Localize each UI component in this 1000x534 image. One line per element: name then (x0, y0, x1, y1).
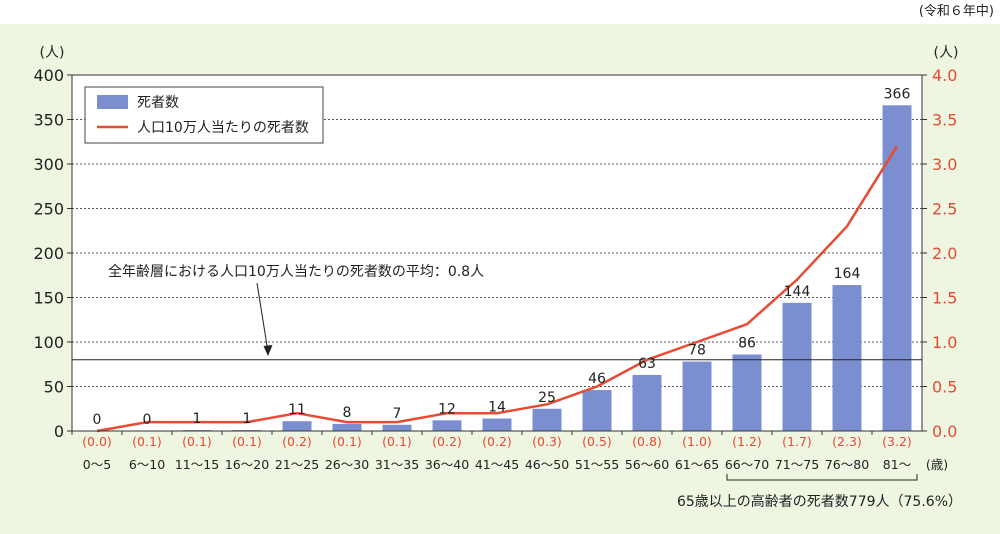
elderly-bracket (726, 474, 918, 481)
left-tick-label: 0 (54, 422, 64, 441)
rate-label: (0.1) (332, 434, 362, 449)
elderly-bracket-label: 65歳以上の高齢者の死者数779人（75.6%） (677, 493, 962, 510)
x-category-label: 76～80 (825, 457, 869, 472)
rate-line (96, 145, 899, 433)
average-pointer (256, 282, 269, 353)
rate-label: (1.7) (782, 434, 812, 449)
right-tick-label: 3.5 (932, 111, 957, 130)
x-category-label: 21～25 (275, 457, 319, 472)
x-category-label: 36～40 (425, 457, 469, 472)
bar-41～45 (482, 418, 512, 431)
bar-51～55 (582, 390, 612, 431)
x-category-label: 31～35 (375, 457, 419, 472)
bar-value-label: 164 (834, 266, 861, 282)
x-category-label: 0～5 (83, 457, 111, 472)
x-category-label: 71～75 (775, 457, 819, 472)
rate-label: (2.3) (832, 434, 862, 449)
right-tick-label: 3.0 (932, 155, 957, 174)
right-tick-label: 1.5 (932, 289, 957, 308)
bar-value-label: 0 (143, 412, 152, 428)
bar-value-label: 1 (193, 411, 202, 427)
rate-label: (0.8) (632, 434, 662, 449)
legend-bar-label: 死者数 (137, 95, 179, 111)
right-tick-label: 2.0 (932, 244, 957, 263)
bar-value-label: 46 (588, 371, 606, 387)
rate-label: (3.2) (882, 434, 912, 449)
legend-bar-swatch (97, 95, 128, 109)
rate-label: (0.0) (82, 434, 112, 449)
x-category-label: 46～50 (525, 457, 569, 472)
left-tick-label: 250 (33, 200, 64, 219)
bar-31～35 (382, 424, 412, 431)
x-category-label: 11～15 (175, 457, 219, 472)
x-category-label: 16～20 (225, 457, 269, 472)
rate-label: (0.2) (282, 434, 312, 449)
bar-26～30 (332, 423, 362, 431)
x-category-label: 26～30 (325, 457, 369, 472)
rate-label: (1.2) (732, 434, 762, 449)
rate-label: (0.1) (232, 434, 262, 449)
legend-line-label: 人口10万人当たりの死者数 (137, 120, 309, 136)
x-category-label: 66～70 (725, 457, 769, 472)
bar-81～ (882, 105, 912, 431)
left-tick-label: 350 (33, 111, 64, 130)
right-tick-label: 2.5 (932, 200, 957, 219)
rate-label: (0.2) (482, 434, 512, 449)
left-axis-unit: (人) (40, 45, 65, 61)
average-label: 全年齢層における人口10万人当たりの死者数の平均：0.8人 (108, 263, 484, 280)
bar-value-label: 25 (538, 390, 556, 406)
right-tick-label: 4.0 (932, 66, 957, 85)
bar-value-label: 366 (884, 86, 911, 102)
left-tick-label: 300 (33, 155, 64, 174)
bar-value-label: 86 (738, 335, 756, 351)
right-tick-label: 0.0 (932, 422, 957, 441)
bar-value-label: 7 (393, 406, 402, 422)
rate-label: (0.1) (382, 434, 412, 449)
x-category-label: 61～65 (675, 457, 719, 472)
bar-value-label: 144 (784, 284, 811, 300)
bar-21～25 (282, 421, 312, 431)
x-category-label: 81～ (883, 457, 911, 472)
x-axis-unit: (歳) (926, 457, 948, 472)
bar-value-label: 1 (243, 411, 252, 427)
period-note: (令和６年中) (918, 4, 994, 19)
left-tick-label: 50 (44, 378, 64, 397)
bar-value-label: 0 (93, 412, 102, 428)
rate-label: (0.3) (532, 434, 562, 449)
bar-value-label: 8 (343, 405, 352, 421)
rate-label: (0.2) (432, 434, 462, 449)
bar-76～80 (832, 285, 862, 431)
bar-value-label: 11 (288, 402, 306, 418)
bar-56～60 (632, 374, 662, 431)
rate-label: (0.1) (182, 434, 212, 449)
right-axis-unit: (人) (934, 45, 959, 61)
rate-label: (1.0) (682, 434, 712, 449)
left-tick-label: 150 (33, 289, 64, 308)
bar-value-label: 78 (688, 343, 706, 359)
bar-66～70 (732, 354, 762, 431)
left-tick-label: 200 (33, 244, 64, 263)
x-category-label: 41～45 (475, 457, 519, 472)
right-tick-label: 0.5 (932, 378, 957, 397)
rate-label: (0.5) (582, 434, 612, 449)
average-pointer-arrowhead (263, 345, 273, 356)
bar-46～50 (532, 408, 562, 431)
rate-label: (0.1) (132, 434, 162, 449)
bar-value-label: 14 (488, 400, 506, 416)
bar-71～75 (782, 302, 812, 431)
left-tick-label: 100 (33, 333, 64, 352)
right-tick-label: 1.0 (932, 333, 957, 352)
bar-36～40 (432, 420, 462, 431)
bar-value-label: 63 (638, 356, 656, 372)
x-category-label: 51～55 (575, 457, 619, 472)
bar-value-label: 12 (438, 401, 456, 417)
x-category-label: 6～10 (129, 457, 165, 472)
left-tick-label: 400 (33, 66, 64, 85)
bar-61～65 (682, 361, 712, 431)
x-category-label: 56～60 (625, 457, 669, 472)
